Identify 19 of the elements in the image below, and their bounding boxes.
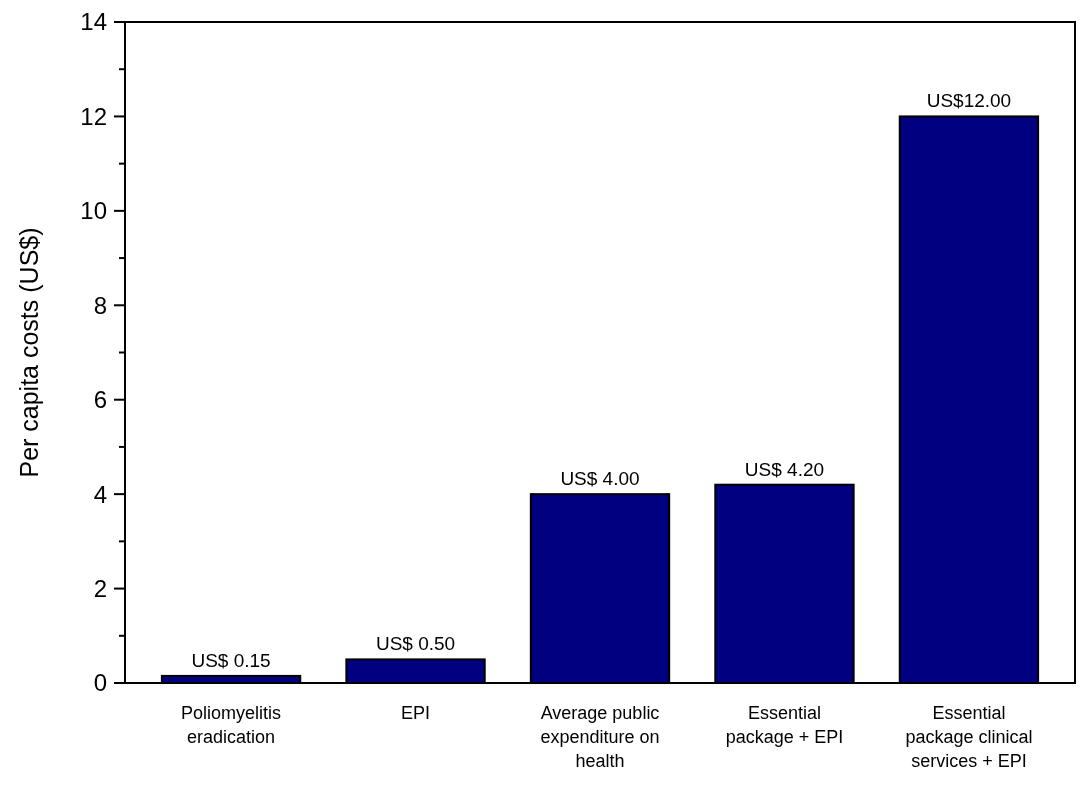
data-label: US$ 0.15 bbox=[191, 649, 271, 671]
y-axis-title: Per capita costs (US$) bbox=[15, 227, 43, 478]
data-label: US$ 4.00 bbox=[560, 468, 640, 490]
y-tick-label: 12 bbox=[80, 102, 107, 130]
y-tick-label: 8 bbox=[93, 291, 107, 319]
y-tick-label: 4 bbox=[93, 480, 107, 508]
data-label: US$ 0.50 bbox=[375, 633, 456, 655]
y-tick-label: 14 bbox=[80, 8, 107, 36]
x-tick-label: Poliomyelitis eradication bbox=[181, 703, 282, 747]
y-tick-label: 0 bbox=[93, 669, 107, 697]
y-tick-label: 2 bbox=[93, 574, 107, 602]
x-tick-label: EPI bbox=[401, 703, 431, 723]
x-tick-label: Essential package clinical services + EPI bbox=[905, 703, 1033, 771]
data-label: US$ 4.20 bbox=[744, 458, 825, 480]
y-tick-label: 10 bbox=[80, 197, 107, 225]
x-tick-label: Average public expenditure on health bbox=[540, 703, 660, 771]
data-label: US$12.00 bbox=[926, 90, 1012, 112]
x-tick-label: Essential package + EPI bbox=[725, 703, 844, 747]
y-tick-label: 6 bbox=[93, 386, 107, 414]
